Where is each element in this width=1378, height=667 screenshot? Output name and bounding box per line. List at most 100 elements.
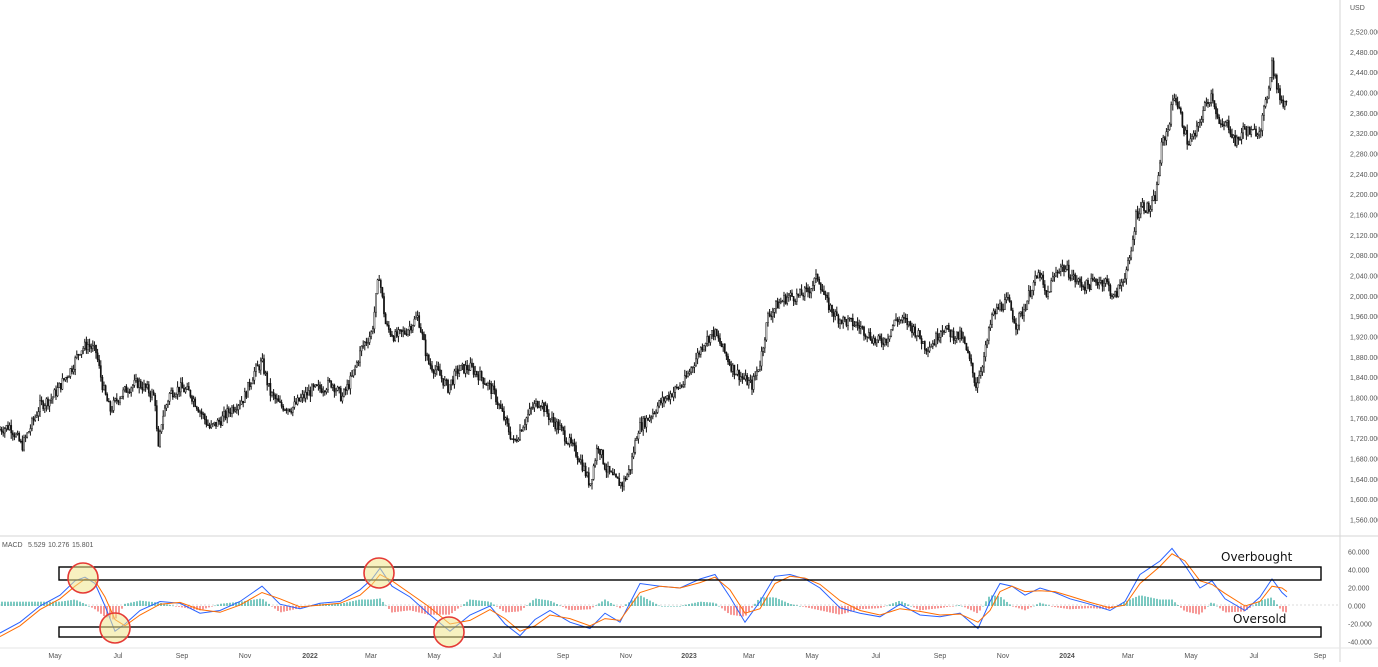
price-candle-body <box>923 341 926 350</box>
price-tick-label: 1,920.000 <box>1350 334 1378 341</box>
macd-histogram-bar <box>1126 600 1128 606</box>
price-candle-body <box>111 410 113 412</box>
price-candle-body <box>109 401 112 412</box>
price-candle-body <box>528 408 531 415</box>
price-candle-body <box>583 465 585 471</box>
price-candle-body <box>818 278 821 284</box>
price-candle-body <box>1067 264 1070 278</box>
price-candle-body <box>691 366 694 369</box>
price-candle-body <box>0 429 3 432</box>
price-candle-body <box>245 391 248 398</box>
price-candle-body <box>658 400 661 407</box>
price-candle-body <box>1075 280 1078 283</box>
time-tick-label: May <box>427 653 441 660</box>
price-candle-body <box>112 400 115 411</box>
price-candle-body <box>733 364 736 376</box>
price-candle-body <box>21 440 24 451</box>
macd-histogram-bar <box>625 604 627 606</box>
price-candle-body <box>805 287 808 289</box>
macd-histogram-bar <box>1009 604 1011 606</box>
macd-histogram-bar <box>382 601 384 606</box>
price-candle-body <box>31 418 33 429</box>
price-candle-body <box>232 406 235 412</box>
macd-histogram-bar <box>178 606 180 607</box>
price-candle-body <box>130 387 133 393</box>
price-candle-body <box>559 425 561 430</box>
price-candle-body <box>347 384 350 389</box>
price-candle-body <box>151 391 153 398</box>
price-candle-body <box>117 400 120 403</box>
price-candle-body <box>251 379 254 385</box>
macd-histogram-bar <box>559 605 561 607</box>
price-candle-body <box>240 400 243 405</box>
price-candle-body <box>751 379 753 390</box>
macd-histogram-bar <box>421 606 423 614</box>
price-candle-body <box>50 398 53 401</box>
macd-histogram-bar <box>874 606 876 609</box>
price-candle-body <box>19 440 22 443</box>
macd-histogram-bar <box>598 603 600 606</box>
macd-histogram-bar <box>799 606 801 607</box>
macd-histogram-bar <box>925 606 927 610</box>
price-candle-body <box>202 413 205 415</box>
price-candle-body <box>711 330 713 335</box>
price-candle-body <box>66 377 69 379</box>
macd-histogram-bar <box>829 606 831 613</box>
price-candle-body <box>1000 303 1003 310</box>
price-candle-body <box>909 321 912 327</box>
price-candle-body <box>703 345 705 351</box>
price-candle-body <box>931 343 934 347</box>
price-candle-body <box>1032 282 1035 291</box>
price-candle-body <box>1226 120 1229 123</box>
macd-histogram-bar <box>1258 601 1260 606</box>
price-candle-body <box>207 424 209 426</box>
price-candle-body <box>682 384 685 387</box>
macd-histogram-bar <box>1255 603 1257 606</box>
macd-histogram-bar <box>1087 606 1089 609</box>
macd-histogram-bar <box>499 606 501 609</box>
price-candle-body <box>194 398 197 407</box>
price-candle-body <box>1240 132 1243 140</box>
macd-histogram-bar <box>1015 606 1017 608</box>
macd-histogram-bar <box>667 606 669 607</box>
price-candle-body <box>979 371 982 376</box>
price-candle-body <box>256 364 259 367</box>
macd-histogram-bar <box>472 599 474 606</box>
price-candle-body <box>51 396 54 400</box>
price-candle-body <box>1178 106 1181 109</box>
price-candle-body <box>538 406 541 408</box>
price-candle-body <box>48 399 51 407</box>
price-candle-body <box>480 371 483 378</box>
macd-histogram-bar <box>1231 606 1233 613</box>
macd-histogram-bar <box>775 597 777 606</box>
price-candle-body <box>874 338 877 344</box>
price-candle-body <box>79 354 81 356</box>
macd-histogram-bar <box>526 605 528 606</box>
price-candle-body <box>1216 113 1219 118</box>
price-candle-body <box>775 301 777 309</box>
macd-histogram-bar <box>265 601 267 606</box>
price-candle-body <box>469 362 472 371</box>
price-candle-body <box>967 349 969 354</box>
price-candle-body <box>1066 264 1069 270</box>
price-candle-body <box>219 421 222 426</box>
macd-histogram-bar <box>1042 603 1044 606</box>
price-candle-body <box>1101 280 1104 287</box>
macd-histogram-bar <box>847 606 849 613</box>
price-candle-body <box>803 287 806 297</box>
price-candle-body <box>829 304 832 311</box>
price-candle-body <box>357 361 360 364</box>
price-candle-body <box>344 388 347 391</box>
macd-histogram-bar <box>268 603 270 606</box>
price-candle-body <box>800 289 803 296</box>
macd-histogram-bar <box>451 606 453 614</box>
price-candle-body <box>143 383 145 391</box>
price-candle-body <box>419 327 422 333</box>
price-candle-body <box>189 389 192 397</box>
price-tick-label: 2,200.000 <box>1350 192 1378 199</box>
oversold-zone-box <box>58 626 1322 638</box>
macd-histogram-bar <box>565 606 567 609</box>
macd-histogram-bar <box>817 606 819 610</box>
price-candle-body <box>744 375 747 380</box>
price-candle-body <box>936 333 939 341</box>
